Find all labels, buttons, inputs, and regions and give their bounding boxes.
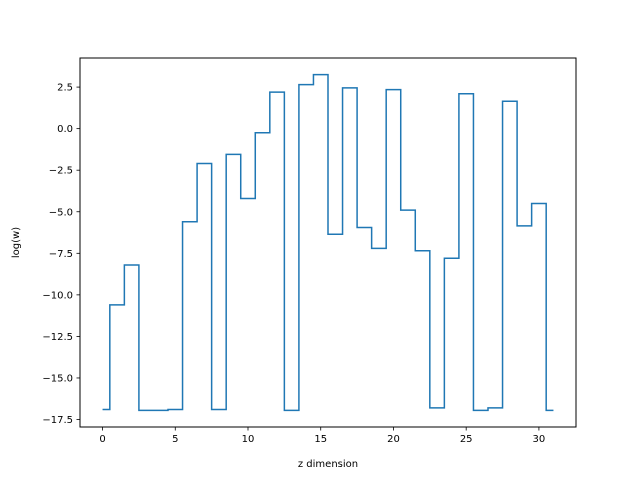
plot-frame <box>79 57 577 428</box>
x-axis-ticks: 0 5 10 15 20 25 30 <box>99 427 545 445</box>
y-tick-label: −7.5 <box>49 249 73 260</box>
x-tick-label: 5 <box>172 434 178 445</box>
y-tick-label: −12.5 <box>42 332 73 343</box>
y-tick-label: −2.5 <box>49 166 73 177</box>
y-tick-label: −5.0 <box>49 207 73 218</box>
x-axis-label: z dimension <box>298 459 358 470</box>
x-tick-label: 0 <box>99 434 105 445</box>
y-tick-label: −10.0 <box>42 290 73 301</box>
y-axis-label: log(w) <box>11 227 22 258</box>
x-tick-label: 15 <box>314 434 327 445</box>
y-tick-label: −17.5 <box>42 415 73 426</box>
x-tick-label: 30 <box>533 434 546 445</box>
series-line <box>102 73 554 412</box>
y-tick-label: 2.5 <box>57 83 73 94</box>
x-tick-label: 20 <box>387 434 400 445</box>
x-tick-label: 10 <box>242 434 255 445</box>
y-tick-label: −15.0 <box>42 373 73 384</box>
y-tick-label: 0.0 <box>57 124 73 135</box>
y-axis-ticks: 2.5 0.0 −2.5 −5.0 −7.5 −10.0 −12.5 −15.0 −17.5 <box>42 83 80 426</box>
series-layer <box>102 73 554 412</box>
x-tick-label: 25 <box>460 434 473 445</box>
